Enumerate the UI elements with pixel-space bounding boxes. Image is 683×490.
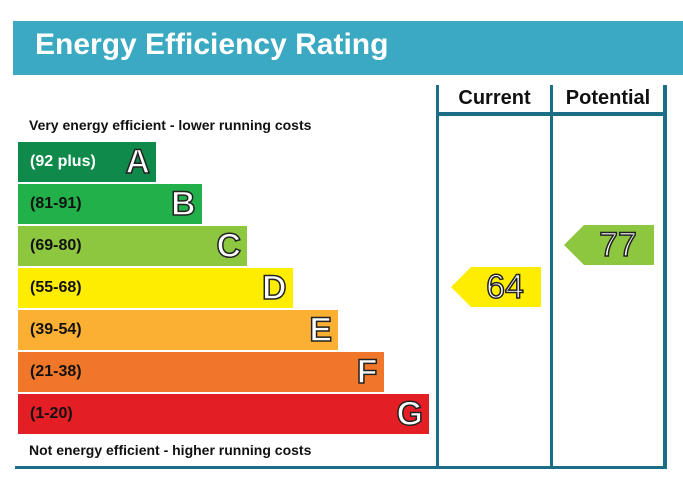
- potential-rating-arrow: 77: [564, 225, 654, 265]
- column-header-underline: [436, 112, 667, 116]
- band-b: (81-91) B: [18, 184, 202, 224]
- band-range-label: (81-91): [30, 195, 82, 212]
- band-range-label: (92 plus): [30, 153, 96, 170]
- band-letter: D: [261, 269, 287, 307]
- frame-bottom-line: [15, 466, 667, 469]
- band-c: (69-80) C: [18, 226, 247, 266]
- band-d: (55-68) D: [18, 268, 293, 308]
- band-letter: B: [170, 185, 196, 223]
- top-caption: Very energy efficient - lower running co…: [29, 117, 312, 133]
- band-range-label: (1-20): [30, 405, 73, 422]
- band-g: (1-20) G: [18, 394, 429, 434]
- band-e: (39-54) E: [18, 310, 338, 350]
- band-range-label: (39-54): [30, 321, 82, 338]
- rating-chart-frame: Current Potential Very energy efficient …: [15, 85, 667, 469]
- page-title: Energy Efficiency Rating: [35, 28, 389, 61]
- band-letter: E: [309, 311, 333, 349]
- current-rating-arrow: 64: [451, 267, 541, 307]
- current-column-header: Current: [458, 87, 531, 109]
- current-rating-value: 64: [485, 268, 524, 306]
- band-letter: C: [216, 227, 242, 265]
- potential-rating-value: 77: [598, 226, 637, 264]
- band-range-label: (21-38): [30, 363, 82, 380]
- band-range-label: (55-68): [30, 279, 82, 296]
- bottom-caption: Not energy efficient - higher running co…: [29, 442, 312, 458]
- band-f: (21-38) F: [18, 352, 384, 392]
- band-letter: F: [356, 353, 378, 391]
- current-column-left-line: [436, 85, 439, 469]
- band-range-label: (69-80): [30, 237, 82, 254]
- potential-column-header: Potential: [565, 87, 651, 109]
- band-letter: G: [396, 395, 424, 433]
- current-column-right-line: [550, 85, 553, 469]
- band-a: (92 plus) A: [18, 142, 156, 182]
- band-letter: A: [125, 143, 151, 181]
- potential-column-right-line: [663, 85, 667, 469]
- rating-header: Energy Efficiency Rating: [13, 21, 683, 75]
